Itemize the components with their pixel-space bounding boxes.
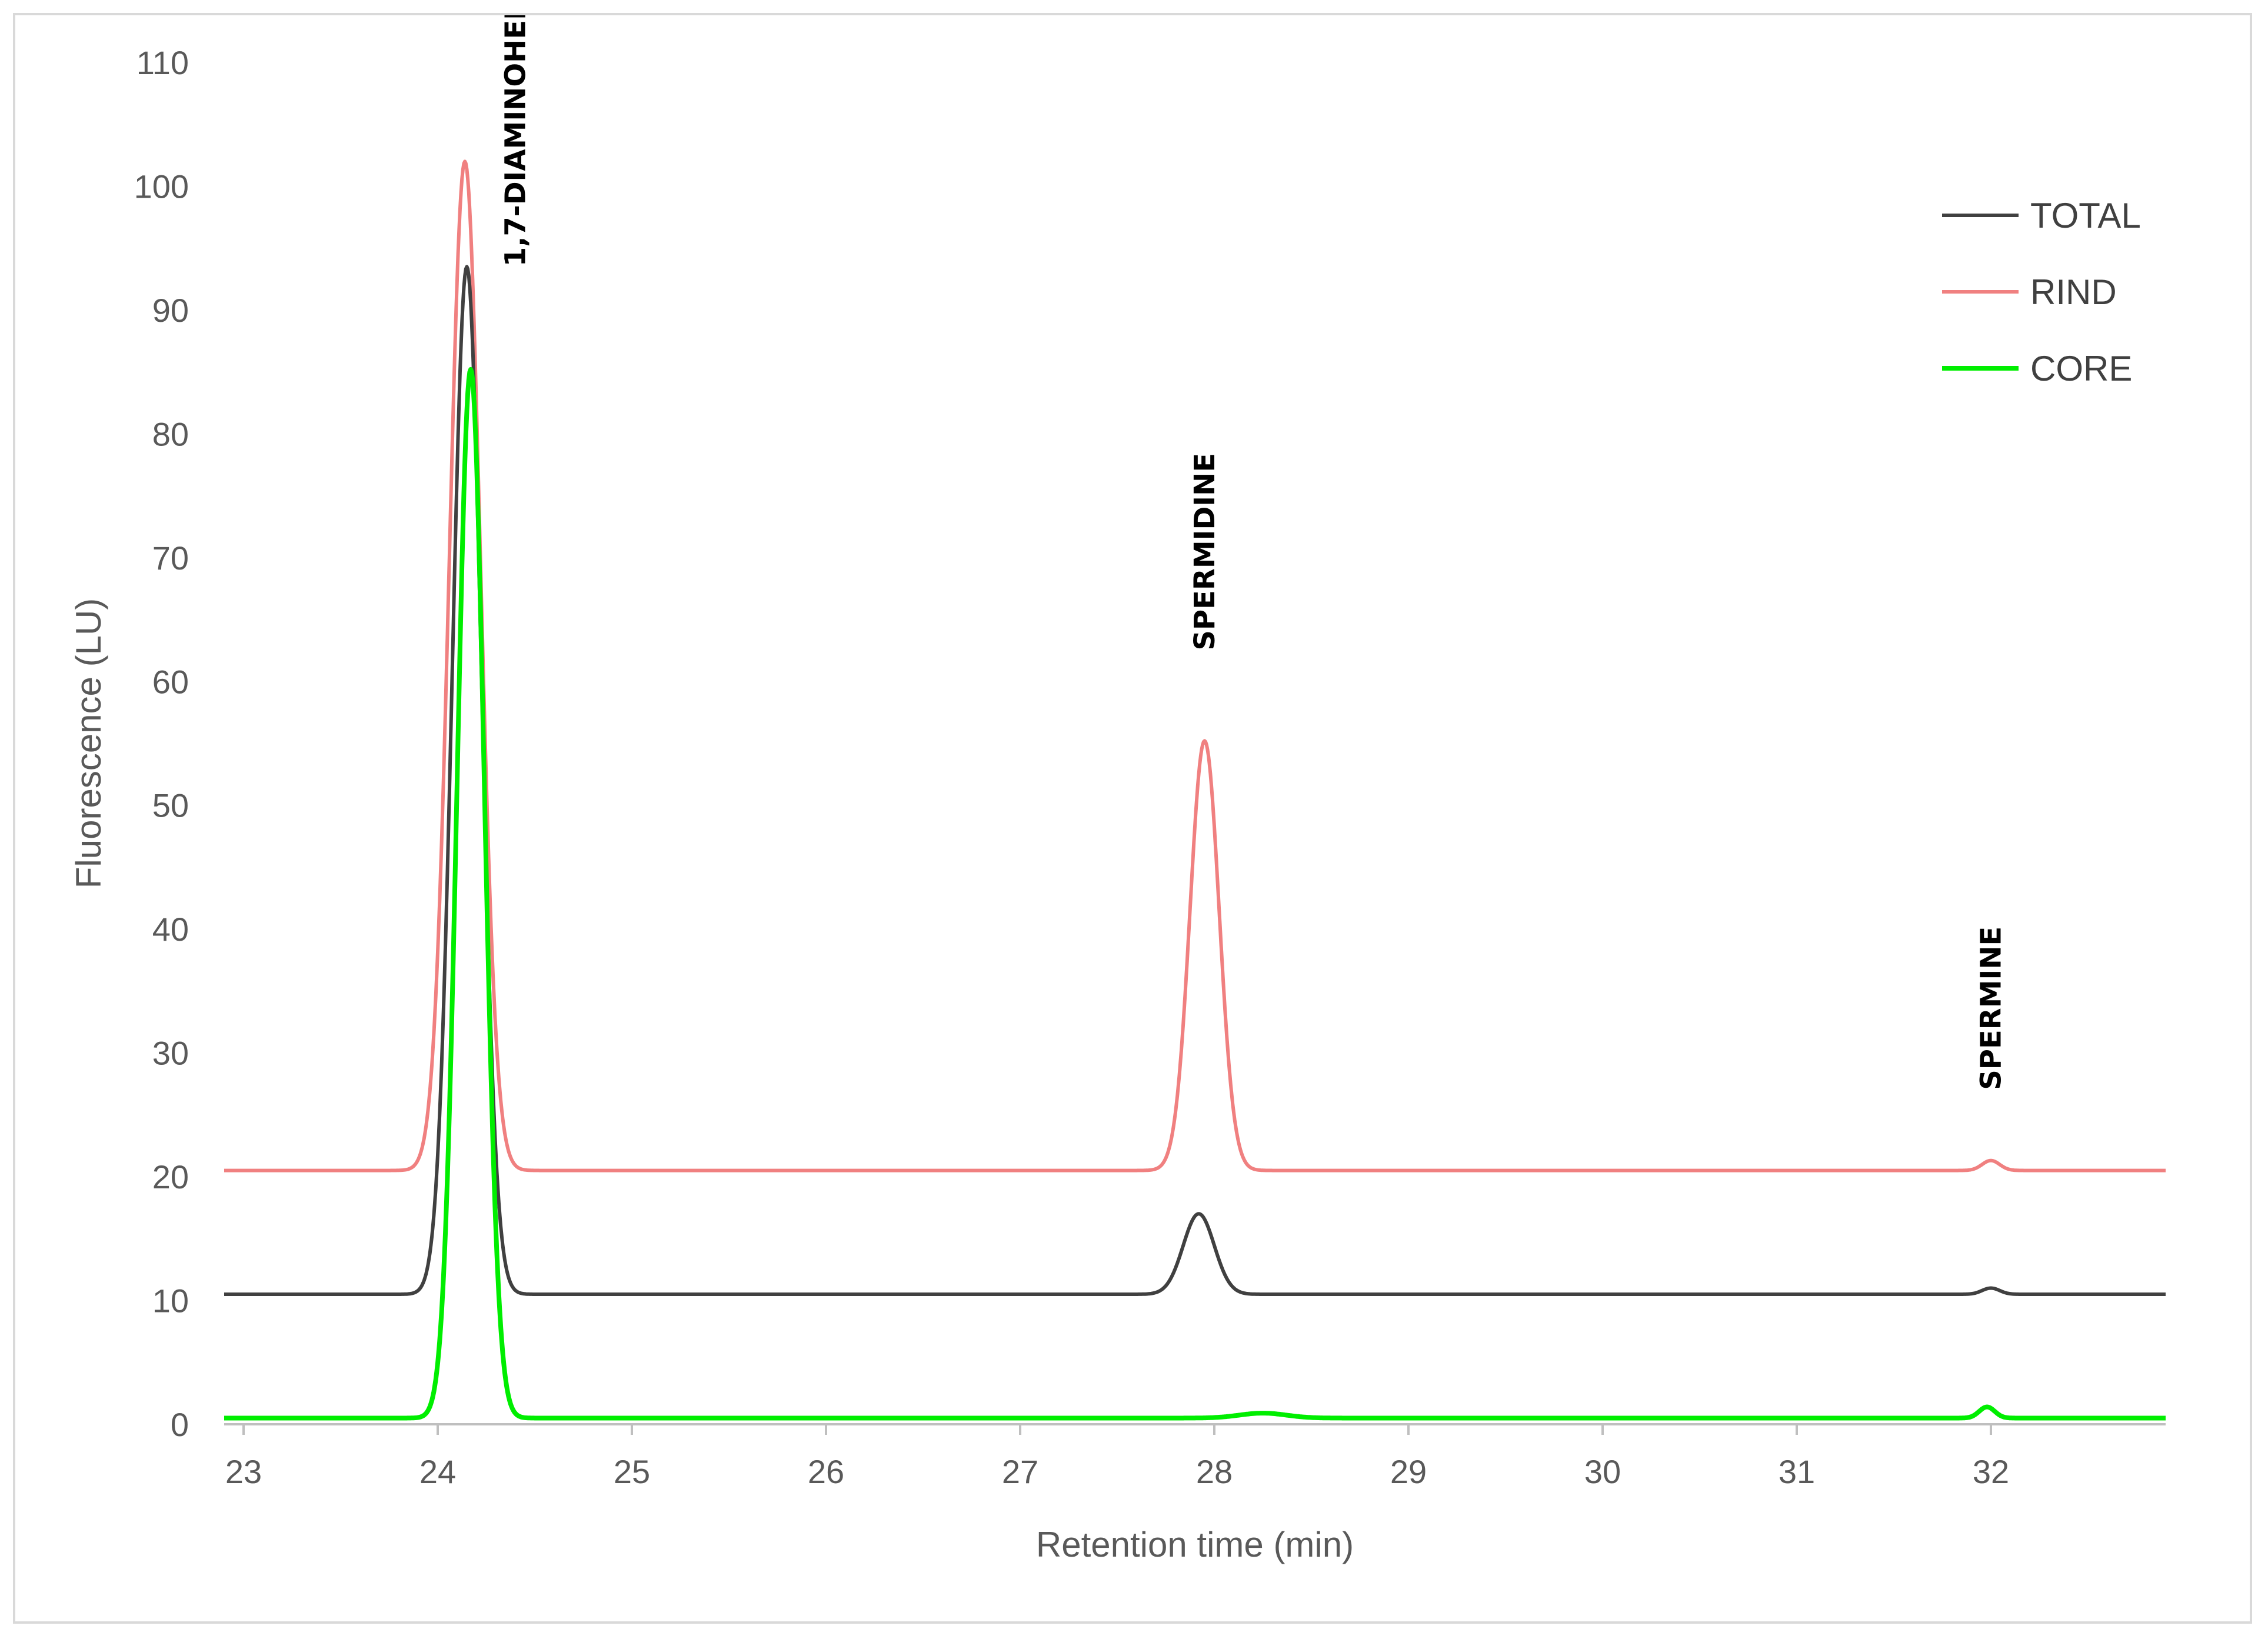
x-tick-label: 25 (614, 1453, 650, 1490)
y-tick-label: 0 (171, 1406, 189, 1443)
x-axis-title: Retention time (min) (1036, 1525, 1354, 1564)
y-tick-label: 80 (152, 415, 189, 452)
y-tick-label: 70 (152, 539, 189, 577)
x-tick-label: 23 (225, 1453, 262, 1490)
annotation-layer: 1,7-DIAMINOHEPTANE SPERMIDINE SPERMINE (499, 15, 2008, 1090)
x-tick-label: 32 (1973, 1453, 2009, 1490)
peak-label: 1,7-DIAMINOHEPTANE (499, 15, 532, 266)
x-tick-label: 28 (1196, 1453, 1233, 1490)
y-tick-label: 50 (152, 787, 189, 824)
chart-frame: 23 24 25 26 27 28 29 30 31 32 0 10 20 30 40 50 60 70 80 90 1… (13, 13, 2252, 1624)
legend-label-core: CORE (2030, 349, 2132, 388)
y-tick-label: 10 (152, 1282, 189, 1320)
peak-label: SPERMIDINE (1188, 453, 1221, 651)
legend-label-rind: RIND (2030, 272, 2117, 312)
x-tick-label: 31 (1779, 1453, 1815, 1490)
axes: 23 24 25 26 27 28 29 30 31 32 0 10 20 30 40 50 60 70 80 90 1… (134, 44, 2166, 1490)
y-axis-title: Fluorescence (LU) (69, 598, 108, 889)
y-tick-label: 20 (152, 1158, 189, 1195)
chromatogram-chart: 23 24 25 26 27 28 29 30 31 32 0 10 20 30 40 50 60 70 80 90 1… (69, 15, 2167, 1564)
x-tick-label: 26 (808, 1453, 844, 1490)
y-tick-label: 60 (152, 663, 189, 700)
legend: TOTAL RIND CORE (1942, 196, 2141, 388)
peak-label: SPERMINE (1975, 927, 2008, 1090)
y-tick-label: 30 (152, 1035, 189, 1072)
x-tick-label: 27 (1002, 1453, 1038, 1490)
y-tick-label: 110 (136, 44, 189, 81)
legend-label-total: TOTAL (2030, 196, 2141, 235)
series-layer (222, 159, 2167, 1421)
y-tick-label: 100 (134, 168, 189, 205)
x-tick-label: 24 (419, 1453, 456, 1490)
x-tick-label: 29 (1390, 1453, 1427, 1490)
y-tick-label: 90 (152, 292, 189, 329)
y-tick-label: 40 (152, 911, 189, 948)
series-line-core (222, 367, 2167, 1421)
series-line-rind (223, 159, 2167, 1172)
x-tick-label: 30 (1584, 1453, 1621, 1490)
series-line-total (223, 265, 2167, 1296)
